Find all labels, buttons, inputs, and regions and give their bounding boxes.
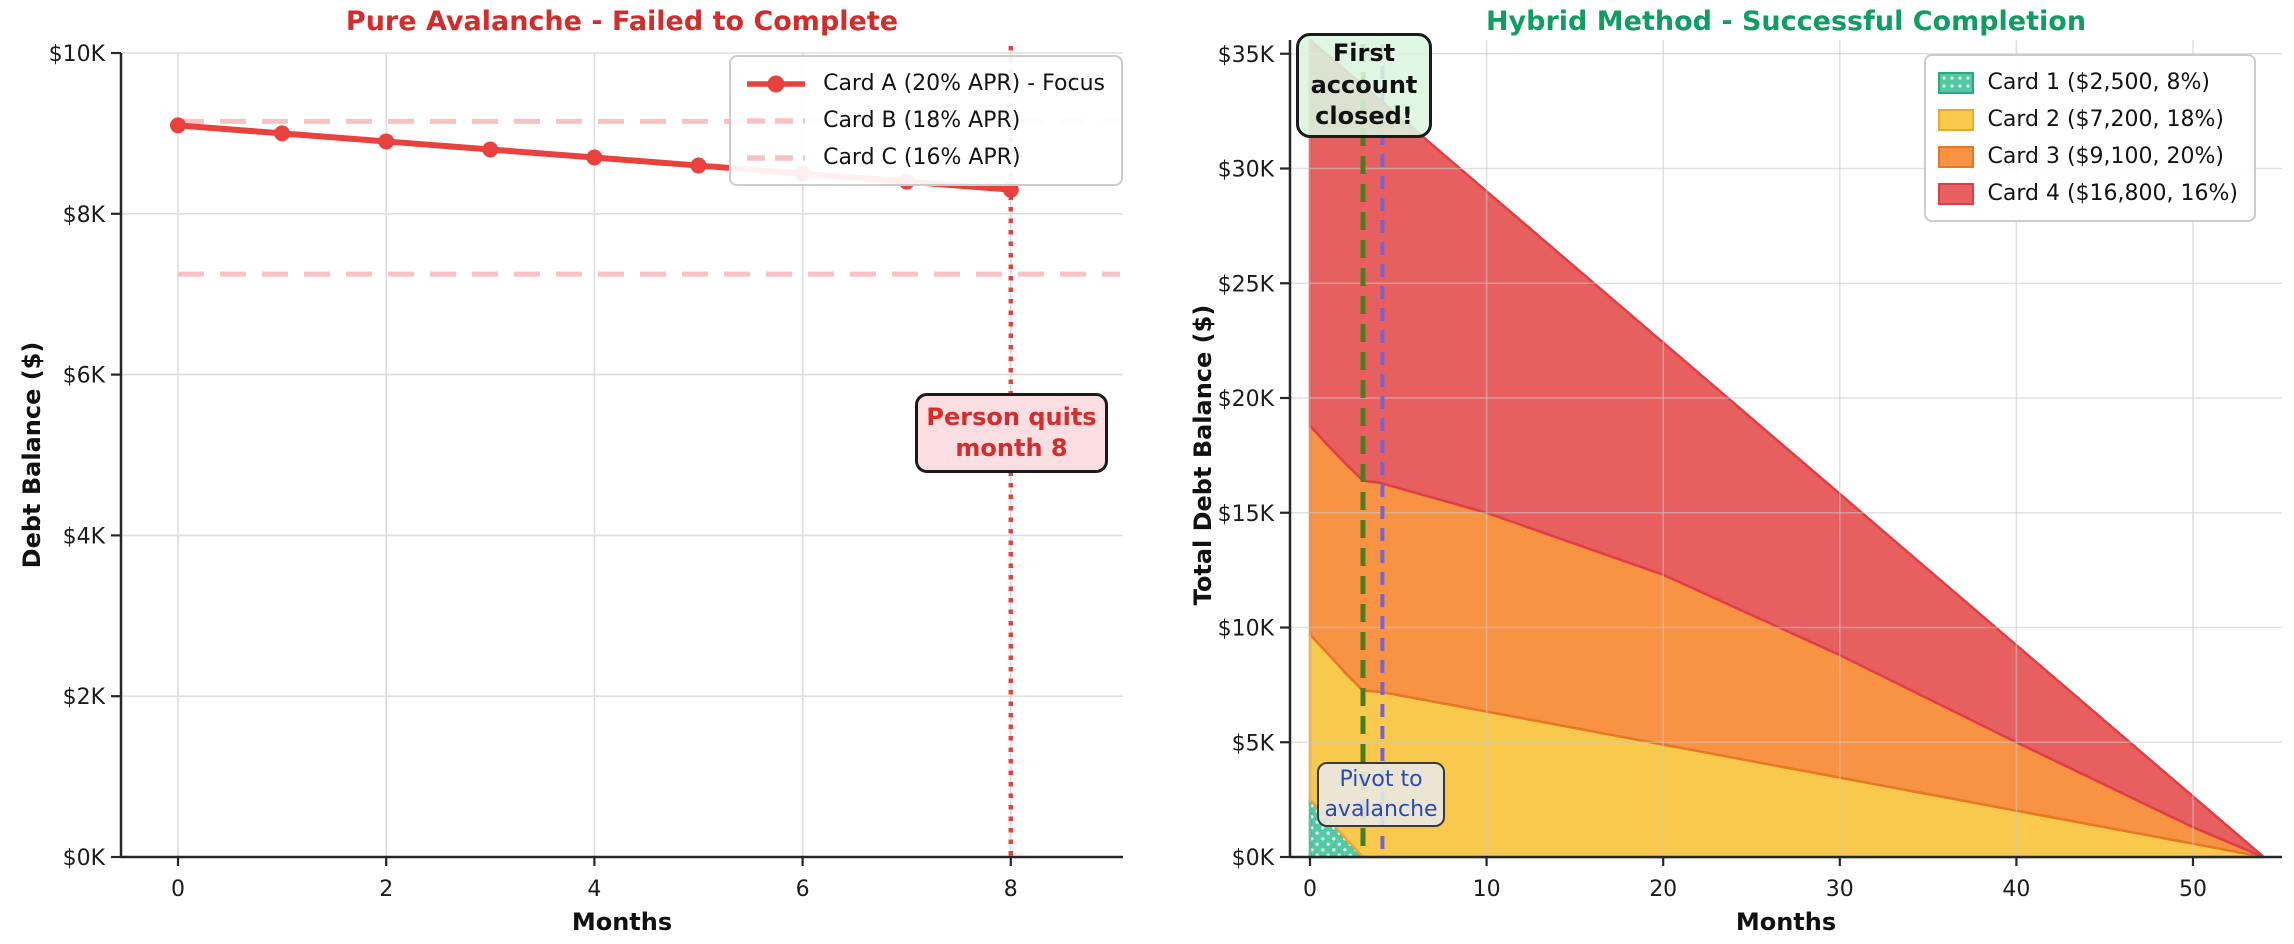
right-y-axis-label: Total Debt Balance ($)	[1189, 304, 1217, 606]
legend-swatch	[1937, 108, 1974, 131]
legend-label: Card C (16% APR)	[823, 145, 1021, 170]
data-point-marker	[690, 157, 707, 174]
right-axes	[1280, 40, 2282, 866]
person-quits-annotation: Person quits month 8	[915, 393, 1108, 473]
svg-text:$4K: $4K	[63, 524, 106, 549]
legend-label: Card 4 ($16,800, 16%)	[1987, 181, 2238, 206]
data-point-marker	[170, 117, 186, 134]
svg-text:0: 0	[171, 877, 185, 902]
svg-text:8: 8	[1004, 877, 1018, 902]
legend-swatch	[1937, 182, 1974, 205]
svg-text:$2K: $2K	[63, 685, 106, 710]
svg-text:6: 6	[796, 877, 810, 902]
legend-item: Card A (20% APR) - Focus	[743, 65, 1105, 102]
data-point-marker	[378, 133, 395, 150]
svg-text:4: 4	[587, 877, 601, 902]
legend-item: Card 3 ($9,100, 20%)	[1937, 138, 2238, 175]
legend-label: Card 3 ($9,100, 20%)	[1987, 144, 2224, 169]
right-x-axis-label: Months	[1735, 908, 1837, 936]
svg-text:$0K: $0K	[63, 846, 106, 871]
svg-text:$6K: $6K	[63, 364, 106, 389]
right-chart-title: Hybrid Method - Successful Completion	[1485, 6, 2087, 37]
legend-label: Card A (20% APR) - Focus	[823, 71, 1105, 96]
svg-text:0: 0	[1303, 877, 1317, 902]
data-point-marker	[586, 149, 603, 166]
dashed-line-sample	[747, 154, 806, 161]
left-tick-labels: 0 2 4 6 8 $0K $2K $4K $6K $8K $10K	[49, 42, 1018, 902]
left-y-axis-label: Debt Balance ($)	[18, 341, 46, 569]
legend-swatch	[1937, 145, 1974, 168]
legend-label: Card 2 ($7,200, 18%)	[1987, 107, 2224, 132]
legend-item: Card 2 ($7,200, 18%)	[1937, 101, 2238, 138]
svg-text:50: 50	[2179, 877, 2207, 902]
left-axes	[111, 51, 1123, 866]
svg-text:10: 10	[1473, 877, 1501, 902]
legend-item: Card 4 ($16,800, 16%)	[1937, 175, 2238, 212]
left-x-axis-label: Months	[571, 908, 673, 936]
legend-item: Card 1 ($2,500, 8%)	[1937, 64, 2238, 101]
svg-text:30: 30	[1826, 877, 1854, 902]
svg-text:$5K: $5K	[1232, 731, 1275, 756]
right-vlines	[1360, 44, 1385, 857]
svg-text:$30K: $30K	[1218, 158, 1275, 183]
svg-text:$8K: $8K	[63, 203, 106, 228]
svg-text:20: 20	[1649, 877, 1677, 902]
right-legend: Card 1 ($2,500, 8%) Card 2 ($7,200, 18%) C…	[1923, 54, 2256, 222]
legend-swatch	[1937, 71, 1974, 94]
svg-text:$10K: $10K	[49, 42, 106, 67]
svg-text:$15K: $15K	[1218, 502, 1275, 527]
svg-text:$25K: $25K	[1218, 272, 1275, 297]
data-point-marker	[274, 125, 291, 142]
svg-text:2: 2	[379, 877, 393, 902]
legend-label: Card B (18% APR)	[823, 108, 1021, 133]
left-legend: Card A (20% APR) - Focus Card B (18% APR)…	[729, 55, 1123, 186]
svg-text:$20K: $20K	[1218, 387, 1275, 412]
pivot-to-avalanche-annotation: Pivot to avalanche	[1317, 762, 1445, 827]
data-point-marker	[482, 141, 499, 158]
legend-label: Card 1 ($2,500, 8%)	[1987, 70, 2210, 95]
legend-item: Card B (18% APR)	[743, 102, 1105, 139]
left-chart-title: Pure Avalanche - Failed to Complete	[345, 6, 899, 37]
dashed-line-sample	[747, 117, 806, 124]
svg-text:$0K: $0K	[1232, 846, 1275, 871]
solid-line-sample	[747, 75, 806, 92]
legend-item: Card C (16% APR)	[743, 139, 1105, 176]
svg-text:$10K: $10K	[1218, 617, 1275, 642]
svg-text:$35K: $35K	[1218, 43, 1275, 68]
svg-text:40: 40	[2002, 877, 2030, 902]
first-account-closed-annotation: First account closed!	[1296, 33, 1432, 138]
right-tick-labels: 0 10 20 30 40 50 $0K $5K $10K $15K $20K $25K $30K $35…	[1218, 43, 2207, 902]
